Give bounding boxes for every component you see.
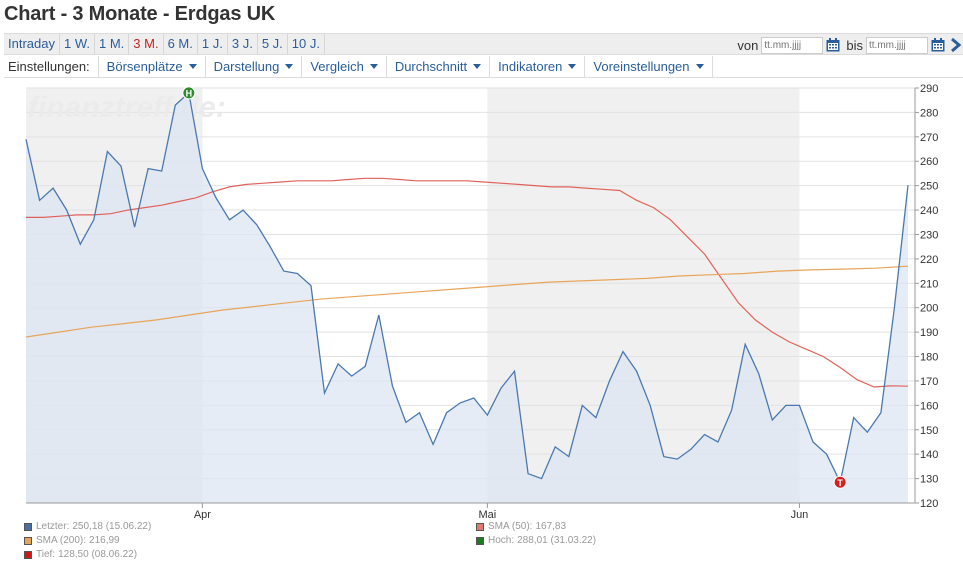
legend-value: 128,50 (08.06.22) — [58, 549, 138, 560]
y-tick-label: 240 — [920, 205, 938, 217]
legend-swatch — [24, 550, 32, 559]
range-tab-1w[interactable]: 1 W. — [60, 34, 95, 54]
calendar-icon[interactable] — [826, 38, 840, 52]
to-date-input[interactable] — [866, 36, 928, 54]
low-marker — [833, 475, 847, 489]
menu-label: Voreinstellungen — [593, 58, 690, 74]
legend-swatch — [24, 536, 32, 545]
range-tab-10y[interactable]: 10 J. — [288, 34, 325, 54]
legend-value: 216,99 — [89, 535, 120, 546]
legend-item: SMA (200): 216,99 — [24, 535, 120, 546]
x-tick-label: Jun — [791, 509, 809, 520]
menu-label: Börsenplätze — [106, 58, 183, 74]
range-tab-3y[interactable]: 3 J. — [228, 34, 258, 54]
caret-down-icon — [369, 63, 378, 69]
date-range: von bis — [731, 35, 963, 55]
legend-swatch — [476, 536, 484, 545]
legend-label: SMA (50): — [488, 521, 533, 532]
legend-item: Tief: 128,50 (08.06.22) — [24, 549, 137, 560]
price-line — [25, 91, 909, 485]
y-tick-label: 210 — [920, 278, 938, 290]
range-tab-1m[interactable]: 1 M. — [95, 34, 130, 54]
y-tick-label: 190 — [920, 327, 938, 339]
price-area — [26, 92, 908, 504]
high-marker — [182, 86, 196, 100]
x-tick-label: Mai — [478, 509, 496, 520]
menu-darstellung[interactable]: Darstellung — [206, 55, 303, 78]
caret-down-icon — [473, 63, 482, 69]
menu-vergleich[interactable]: Vergleich — [302, 55, 387, 78]
caret-down-icon — [695, 63, 704, 69]
menu-label: Indikatoren — [498, 58, 563, 74]
y-tick-label: 180 — [920, 352, 938, 364]
y-tick-label: 250 — [920, 181, 938, 193]
caret-down-icon — [188, 63, 197, 69]
y-tick-label: 280 — [920, 107, 938, 119]
menu-boersenplaetze[interactable]: Börsenplätze — [99, 55, 206, 78]
legend-label: Tief: — [36, 549, 56, 560]
legend-value: 288,01 (31.03.22) — [517, 535, 597, 546]
markers: HT — [182, 86, 847, 489]
y-tick-label: 170 — [920, 376, 938, 388]
watermark: finanztreff.de: — [28, 91, 226, 124]
y-tick-label: 120 — [920, 498, 938, 510]
calendar-icon[interactable] — [931, 38, 945, 52]
y-tick-label: 140 — [920, 449, 938, 461]
legend-swatch — [24, 522, 32, 531]
menu-label: Darstellung — [213, 58, 280, 74]
from-label: von — [737, 37, 759, 53]
sma200-line — [25, 265, 909, 338]
from-date-input[interactable] — [761, 36, 824, 54]
series-layer — [25, 91, 909, 504]
legend-label: Letzter: — [36, 521, 70, 532]
range-toolbar: Intraday 1 W. 1 M. 3 M. 6 M. 1 J. 3 J. 5… — [4, 33, 963, 55]
legend-label: Hoch: — [488, 535, 515, 546]
marker-label: T — [837, 478, 843, 488]
range-tab-1y[interactable]: 1 J. — [198, 34, 228, 54]
range-tabs: Intraday 1 W. 1 M. 3 M. 6 M. 1 J. 3 J. 5… — [4, 34, 325, 54]
settings-toolbar: Einstellungen: Börsenplätze Darstellung … — [4, 55, 963, 78]
menu-durchschnitt[interactable]: Durchschnitt — [387, 55, 491, 78]
sma50-line — [26, 177, 909, 388]
range-tab-5y[interactable]: 5 J. — [258, 34, 288, 54]
y-tick-label: 220 — [920, 254, 938, 266]
y-tick-label: 290 — [920, 83, 938, 95]
range-tab-6m[interactable]: 6 M. — [164, 34, 198, 54]
y-tick-label: 270 — [920, 132, 938, 144]
legend-item: Hoch: 288,01 (31.03.22) — [476, 535, 596, 546]
y-tick-label: 150 — [920, 425, 938, 437]
legend-label: SMA (200): — [36, 535, 87, 546]
legend-value: 167,83 — [535, 521, 567, 532]
caret-down-icon — [285, 63, 294, 69]
settings-label: Einstellungen: — [4, 55, 99, 78]
y-tick-label: 260 — [920, 156, 938, 168]
x-tick-label: Apr — [194, 509, 211, 520]
y-tick-label: 160 — [920, 400, 938, 412]
axes: 120 130 140 150 160 170 180 190 200 210 220 230 240 2… — [26, 83, 938, 520]
range-tab-intraday[interactable]: Intraday — [4, 34, 60, 54]
legend-swatch — [476, 522, 484, 531]
legend: Letzter: 250,18 (15.06.22) SMA (50): 167,83… — [0, 520, 963, 569]
menu-label: Vergleich — [310, 58, 364, 74]
menu-voreinstellungen[interactable]: Voreinstellungen — [585, 55, 713, 78]
to-label: bis — [846, 37, 863, 53]
legend-item: Letzter: 250,18 (15.06.22) — [24, 521, 151, 532]
menu-indikatoren[interactable]: Indikatoren — [490, 55, 586, 78]
chevron-right-icon[interactable] — [949, 37, 963, 53]
menu-label: Durchschnitt — [394, 58, 468, 74]
marker-label: H — [186, 88, 193, 98]
price-chart[interactable]: finanztreff.de: 120 130 140 150 160 170 180 190… — [0, 78, 963, 520]
y-tick-label: 200 — [920, 303, 938, 315]
legend-value: 250,18 (15.06.22) — [72, 521, 152, 532]
page-title: Chart - 3 Monate - Erdgas UK — [4, 3, 276, 25]
range-tab-3m[interactable]: 3 M. — [129, 34, 164, 54]
y-tick-label: 230 — [920, 229, 938, 241]
caret-down-icon — [568, 63, 577, 69]
y-tick-label: 130 — [920, 474, 938, 486]
legend-item: SMA (50): 167,83 — [476, 521, 566, 532]
